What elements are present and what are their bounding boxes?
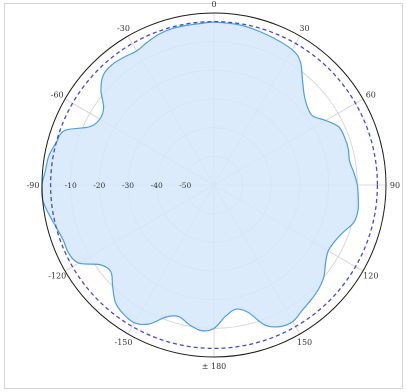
reference-ring [49,20,379,350]
angle-tick-label: -30 [117,24,130,33]
angle-tick-label: 150 [297,338,312,347]
radial-tick-label: -10 [65,181,77,190]
outer-ring [41,12,387,358]
angle-tick-label: -150 [115,338,133,347]
angle-tick-label: 30 [299,24,309,33]
angle-tick-label: ± 180 [202,362,227,371]
angle-tick-label: 0 [211,0,216,9]
angle-tick-label: -90 [27,181,40,190]
radiation-pattern-area [41,21,360,332]
tick-labels: 0 30 60 90 120 150 ± 180 -150 -120 -90 -60 -30 -10 -2… [27,0,401,371]
angle-tick-label: -120 [48,272,66,281]
radial-tick-label: -30 [122,181,134,190]
angle-tick-label: 60 [366,91,376,100]
radial-tick-label: -50 [179,181,191,190]
angle-tick-label: 120 [363,272,378,281]
angle-tick-label: -60 [51,91,64,100]
radial-tick-label: -20 [93,181,105,190]
radial-tick-label: -40 [151,181,163,190]
angle-tick-label: 90 [390,181,400,190]
